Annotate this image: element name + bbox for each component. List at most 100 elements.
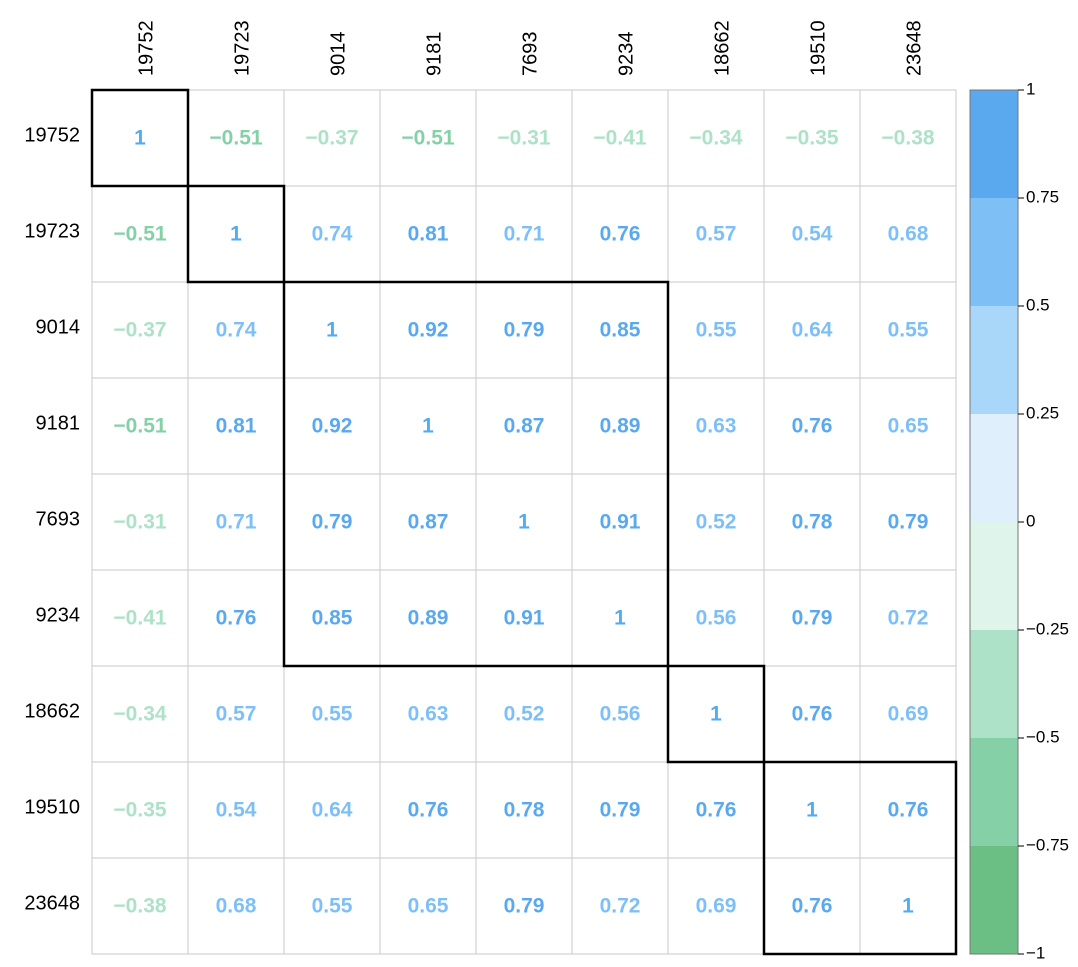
colorbar-tick-label: 0.5 <box>1026 295 1050 314</box>
cell-label: 0.78 <box>792 511 833 534</box>
cell <box>187 569 285 667</box>
cell-label: 1 <box>422 415 434 438</box>
cell-label: 0.74 <box>312 223 353 246</box>
cluster-rect <box>282 280 670 668</box>
row-label: 19510 <box>24 796 80 818</box>
cell <box>283 569 381 667</box>
cell-label: −0.34 <box>113 703 166 726</box>
col-label: 19752 <box>135 20 157 76</box>
cell <box>571 89 669 187</box>
cell-label: 0.56 <box>696 607 737 630</box>
cell-label: 0.72 <box>600 895 641 918</box>
cell <box>571 185 669 283</box>
colorbar-segment <box>970 846 1018 954</box>
cell <box>187 473 285 571</box>
cell-label: −0.35 <box>113 799 166 822</box>
cell-label: 0.52 <box>504 703 545 726</box>
cell-label: −0.34 <box>689 127 742 150</box>
colorbar-segment <box>970 198 1018 306</box>
cell-label: −0.51 <box>209 127 262 150</box>
cell-label: 0.57 <box>696 223 737 246</box>
row-label: 9234 <box>36 604 81 626</box>
cell-label: 0.87 <box>504 415 545 438</box>
cell-label: 0.55 <box>888 319 929 342</box>
cell <box>379 857 477 955</box>
cell <box>859 569 957 667</box>
cell-label: 0.76 <box>600 223 641 246</box>
colorbar-tick-label: 0.75 <box>1026 187 1059 206</box>
cell-label: −0.37 <box>113 319 166 342</box>
cell <box>379 569 477 667</box>
cell <box>667 185 765 283</box>
cell-label: 0.91 <box>504 607 545 630</box>
cell-label: 0.85 <box>600 319 641 342</box>
row-label: 9181 <box>36 412 81 434</box>
cell-label: 0.81 <box>408 223 449 246</box>
cell-label: 0.92 <box>312 415 353 438</box>
cell-label: 0.55 <box>312 703 353 726</box>
cell-label: 1 <box>614 607 626 630</box>
cell <box>283 857 381 955</box>
cell-label: 0.57 <box>216 703 257 726</box>
cell <box>91 761 189 859</box>
cell <box>667 473 765 571</box>
cell-label: 1 <box>230 223 242 246</box>
cell <box>859 857 957 955</box>
cell-label: 0.71 <box>504 223 545 246</box>
cell-label: −0.51 <box>401 127 454 150</box>
cell <box>187 377 285 475</box>
cell <box>667 281 765 379</box>
cell-label: −0.41 <box>593 127 646 150</box>
cell-label: 0.76 <box>792 703 833 726</box>
col-label: 19723 <box>231 20 253 76</box>
row-label: 23648 <box>24 892 80 914</box>
cell <box>475 89 573 187</box>
cell <box>475 857 573 955</box>
cell <box>283 281 381 379</box>
cell <box>859 473 957 571</box>
cell-label: 0.81 <box>216 415 257 438</box>
cell <box>91 473 189 571</box>
cell-label: −0.38 <box>881 127 934 150</box>
cell <box>475 761 573 859</box>
cell-label: 0.79 <box>792 607 833 630</box>
col-label: 9234 <box>615 32 637 77</box>
cell <box>187 89 285 187</box>
cell-label: 0.78 <box>504 799 545 822</box>
cell-label: 0.92 <box>408 319 449 342</box>
cell-label: 1 <box>902 895 914 918</box>
cell <box>859 377 957 475</box>
col-label: 9181 <box>423 32 445 77</box>
cell-label: 0.76 <box>696 799 737 822</box>
cell-label: 0.64 <box>312 799 353 822</box>
cell <box>763 185 861 283</box>
cell-label: −0.37 <box>305 127 358 150</box>
cell <box>571 857 669 955</box>
cell <box>475 569 573 667</box>
cell <box>379 761 477 859</box>
colorbar-tick-label: −1 <box>1026 943 1045 962</box>
colorbar-segment <box>970 738 1018 846</box>
cluster-rect <box>666 664 766 764</box>
cell <box>187 665 285 763</box>
col-label: 9014 <box>327 32 349 77</box>
cell <box>379 89 477 187</box>
cluster-rect <box>90 88 190 188</box>
cell <box>379 473 477 571</box>
cell-label: 0.65 <box>408 895 449 918</box>
cell-label: 0.79 <box>312 511 353 534</box>
colorbar-segment <box>970 630 1018 738</box>
cell-label: 0.76 <box>888 799 929 822</box>
cell-label: 0.85 <box>312 607 353 630</box>
cell-label: 0.74 <box>216 319 257 342</box>
cell-label: −0.31 <box>113 511 166 534</box>
colorbar-tick-label: 1 <box>1026 79 1035 98</box>
cell-label: 0.68 <box>888 223 929 246</box>
cell <box>667 761 765 859</box>
cell-label: 0.65 <box>888 415 929 438</box>
cell <box>763 377 861 475</box>
colorbar-segment <box>970 306 1018 414</box>
colorbar-tick-label: 0 <box>1026 511 1035 530</box>
colorbar-tick-label: −0.5 <box>1026 727 1060 746</box>
